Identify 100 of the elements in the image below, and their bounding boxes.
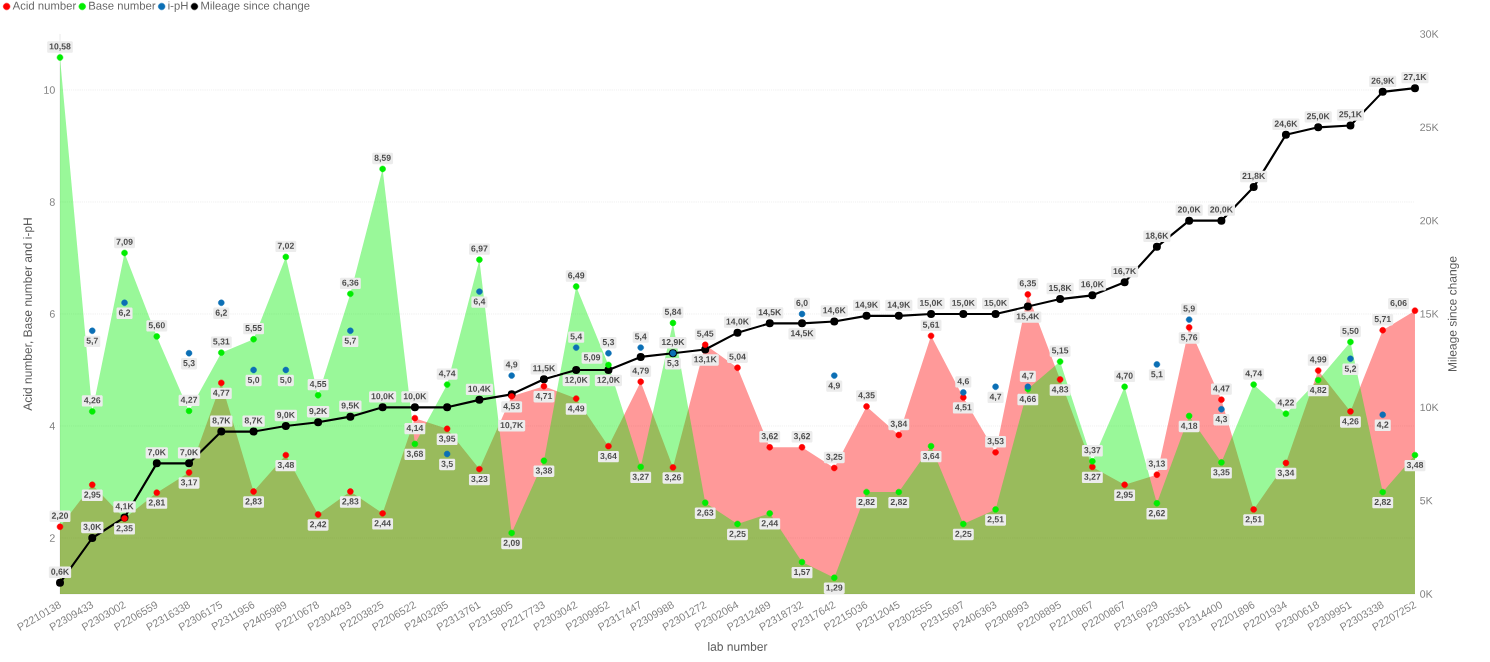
y2-tick-label: 10K xyxy=(1420,403,1439,412)
data-label: 16,7K xyxy=(1113,268,1137,276)
data-label: 4,26 xyxy=(1342,418,1359,426)
data-label: 5,71 xyxy=(1374,316,1391,324)
data-label: 3,17 xyxy=(180,479,198,487)
data-label: 3,37 xyxy=(1084,447,1101,455)
data-label: 5,09 xyxy=(583,354,601,362)
data-label: 6,49 xyxy=(568,272,585,280)
data-label: 4,3 xyxy=(1215,416,1228,424)
data-label: 26,9K xyxy=(1371,77,1395,86)
data-label: 9,0K xyxy=(276,411,295,420)
data-label: 5,50 xyxy=(1342,327,1359,336)
data-label: 4,9 xyxy=(505,361,518,369)
data-label: 20,0K xyxy=(1210,206,1233,214)
data-label: 6,06 xyxy=(1390,299,1407,308)
y2-tick-label: 5K xyxy=(1420,496,1433,505)
data-label: 10,0K xyxy=(403,393,427,401)
data-label: 14,6K xyxy=(823,307,846,315)
data-label: 5,61 xyxy=(922,321,940,330)
data-label: 5,55 xyxy=(245,325,262,333)
data-label: 2,42 xyxy=(309,521,327,529)
data-label: 3,68 xyxy=(406,450,424,459)
data-label: 14,5K xyxy=(791,330,814,338)
data-label: 2,83 xyxy=(342,498,359,506)
y-tick-label: 8 xyxy=(49,198,55,206)
data-label: 3,35 xyxy=(1213,469,1230,477)
data-label: 6,97 xyxy=(471,245,488,253)
data-label: 15,8K xyxy=(1049,284,1072,293)
data-label: 5,4 xyxy=(570,333,583,341)
data-label: 4,7 xyxy=(1021,372,1034,380)
data-label: 14,5K xyxy=(758,309,782,317)
data-label: 4,51 xyxy=(955,404,972,412)
data-label: 5,0 xyxy=(280,376,292,385)
legend-label: Mileage since change xyxy=(201,1,310,12)
data-label: 3,23 xyxy=(471,475,488,484)
data-label: 20,0K xyxy=(1177,206,1201,214)
data-label: 3,62 xyxy=(793,433,811,441)
data-label: 2,09 xyxy=(503,539,520,548)
data-label: 5,76 xyxy=(1180,334,1198,342)
data-label: 2,62 xyxy=(1148,510,1165,518)
data-label: 7,02 xyxy=(277,242,294,251)
y-tick-label: 2 xyxy=(49,534,55,542)
data-label: 15,0K xyxy=(984,299,1008,308)
data-label: 4,49 xyxy=(567,405,585,413)
data-label: 2,25 xyxy=(729,530,746,539)
y-tick-label: 10 xyxy=(44,86,55,94)
data-label: 5,3 xyxy=(667,360,679,368)
data-label: 25,1K xyxy=(1339,111,1362,119)
data-label: 3,38 xyxy=(535,467,553,475)
data-label: 3,95 xyxy=(438,435,456,443)
data-label: 14,9K xyxy=(887,301,911,310)
data-label: 2,51 xyxy=(1245,516,1262,524)
data-label: 4,74 xyxy=(438,370,456,378)
data-label: 4,74 xyxy=(1245,370,1263,378)
data-label: 4,27 xyxy=(180,396,198,405)
data-label: 4,82 xyxy=(1309,386,1327,395)
data-label: 3,64 xyxy=(600,452,617,461)
data-label: 10,7K xyxy=(500,422,524,430)
data-label: 21,8K xyxy=(1242,172,1266,181)
data-label: 18,6K xyxy=(1145,232,1169,240)
data-label: 5,7 xyxy=(86,337,98,345)
data-label: 6,36 xyxy=(342,279,359,288)
data-label: 3,13 xyxy=(1148,460,1165,468)
x-axis-title: lab number xyxy=(708,642,768,651)
data-label: 16,0K xyxy=(1081,281,1104,289)
data-label: 2,44 xyxy=(761,520,779,528)
y2-tick-label: 20K xyxy=(1420,216,1439,225)
data-label: 3,53 xyxy=(987,438,1004,446)
data-label: 5,45 xyxy=(697,330,714,338)
data-label: 12,0K xyxy=(565,376,588,385)
y2-tick-label: 15K xyxy=(1420,310,1439,318)
data-label: 4,71 xyxy=(535,393,553,401)
data-label: 3,48 xyxy=(277,461,295,470)
data-label: 2,35 xyxy=(116,525,133,533)
data-label: 14,9K xyxy=(855,301,879,310)
data-label: 4,9 xyxy=(828,382,840,390)
data-label: 10,4K xyxy=(468,385,491,394)
data-label: 15,0K xyxy=(952,299,975,308)
data-label: 3,64 xyxy=(922,452,940,461)
data-label: 12,9K xyxy=(661,339,685,347)
data-label: 2,81 xyxy=(148,499,165,507)
data-label: 9,5K xyxy=(341,402,360,410)
data-label: 8,59 xyxy=(374,154,391,163)
data-label: 10,58 xyxy=(49,43,71,51)
data-label: 3,27 xyxy=(1084,473,1101,482)
data-label: 4,18 xyxy=(1180,422,1198,431)
data-label: 15,0K xyxy=(920,299,943,308)
data-label: 2,95 xyxy=(1116,491,1133,499)
data-label: 2,82 xyxy=(1374,498,1391,507)
data-label: 4,47 xyxy=(1213,385,1230,393)
data-label: 4,79 xyxy=(632,367,649,375)
data-label: 5,1 xyxy=(1151,371,1163,379)
data-label: 15,4K xyxy=(1016,313,1040,321)
data-label: 5,60 xyxy=(148,322,165,330)
legend-label: Base number xyxy=(89,1,156,10)
data-label: 2,95 xyxy=(84,491,101,499)
data-label: 4,99 xyxy=(1309,356,1327,364)
data-label: 4,77 xyxy=(213,389,230,398)
data-label: 10,0K xyxy=(371,393,395,401)
data-label: 3,26 xyxy=(664,474,682,482)
